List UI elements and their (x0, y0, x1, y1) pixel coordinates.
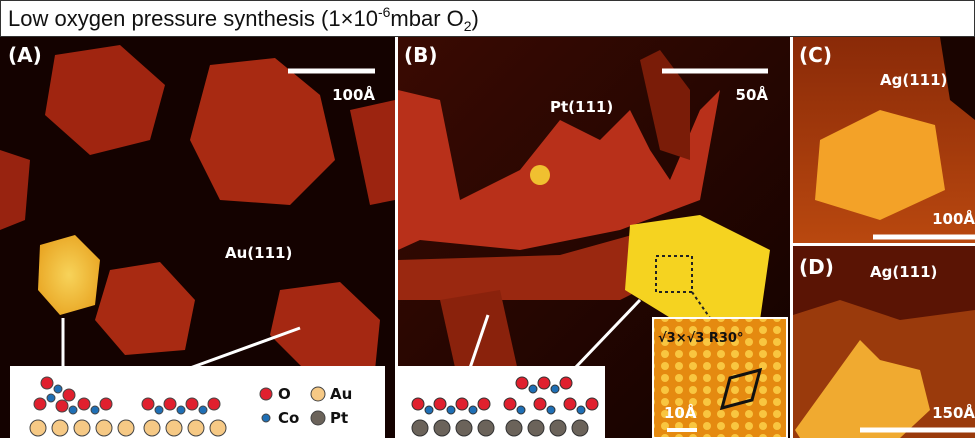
substrate-label: Pt(111) (550, 98, 613, 116)
scale-bar-label: 100Å (332, 85, 375, 104)
legend-label: O (278, 385, 291, 403)
panel-label: (B) (404, 43, 438, 67)
legend-label: Co (278, 409, 299, 427)
legend-label: Pt (330, 409, 348, 427)
inset-structure: √3×√3 R30° (658, 331, 743, 346)
panel-label: (C) (799, 43, 832, 67)
scale-bar-label: 50Å (736, 85, 769, 104)
scale-bar-label: 100Å (932, 209, 975, 228)
figure: Low oxygen pressure synthesis (1×10-6mba… (0, 0, 975, 438)
substrate-label: Au(111) (225, 244, 292, 262)
scale-bar-label: 150Å (932, 403, 975, 422)
substrate-label: Ag(111) (870, 263, 937, 281)
substrate-label: Ag(111) (880, 71, 947, 89)
inset-scale-bar-label: 10Å (664, 403, 697, 422)
panel-label: (D) (799, 255, 834, 279)
panel-label: (A) (8, 43, 42, 67)
title: Low oxygen pressure synthesis (1×10-6mba… (8, 4, 479, 34)
legend-label: Au (330, 385, 352, 403)
